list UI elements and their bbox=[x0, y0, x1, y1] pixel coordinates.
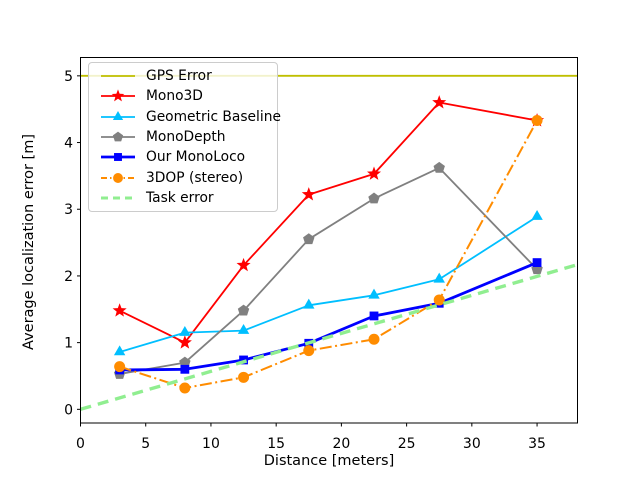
triangle-marker bbox=[113, 345, 126, 356]
square-marker bbox=[180, 364, 190, 374]
x-tick-label: 35 bbox=[528, 436, 546, 452]
pentagon-marker bbox=[112, 131, 124, 142]
x-tick-label: 0 bbox=[76, 436, 85, 452]
legend-label: 3DOP (stereo) bbox=[146, 169, 244, 186]
triangle-marker bbox=[531, 209, 543, 220]
legend-entry: Mono3D bbox=[99, 86, 271, 106]
series-3dop-stereo- bbox=[114, 115, 543, 394]
legend-entry: 3DOP (stereo) bbox=[99, 168, 271, 188]
plot-spines bbox=[80, 57, 578, 424]
legend-sample bbox=[101, 153, 135, 162]
pentagon-marker bbox=[433, 161, 445, 173]
y-tick-label: 5 bbox=[64, 69, 73, 85]
triangle-marker bbox=[237, 324, 250, 334]
circle-marker bbox=[113, 172, 123, 183]
legend-sample bbox=[101, 172, 135, 183]
legend-entry: MonoDepth bbox=[99, 127, 271, 147]
legend-entry: Task error bbox=[99, 188, 271, 208]
legend-label: Mono3D bbox=[146, 88, 203, 105]
x-axis-label: Distance [meters] bbox=[264, 453, 395, 469]
circle-marker bbox=[368, 333, 380, 345]
legend: GPS Error Mono3D Geometric Baseline MonoDep… bbox=[88, 62, 281, 212]
triangle-marker bbox=[179, 326, 191, 336]
x-tick-label: 30 bbox=[463, 436, 481, 452]
legend-entry: GPS Error bbox=[99, 66, 271, 86]
x-tick-label: 10 bbox=[202, 436, 220, 452]
legend-sample bbox=[101, 196, 135, 200]
triangle-marker bbox=[303, 298, 315, 309]
star-marker bbox=[236, 257, 251, 272]
pentagon-marker bbox=[179, 356, 191, 368]
triangle-marker bbox=[368, 288, 380, 299]
star-marker bbox=[366, 166, 382, 180]
legend-sample bbox=[101, 110, 135, 120]
circle-marker bbox=[238, 371, 250, 383]
y-tick-label: 4 bbox=[64, 136, 73, 152]
plot-border bbox=[80, 57, 578, 424]
legend-label: GPS Error bbox=[146, 68, 212, 85]
star-marker bbox=[432, 95, 447, 109]
triangle-marker bbox=[433, 272, 445, 283]
legend-entry: Our MonoLoco bbox=[99, 147, 271, 167]
legend-label: Our MonoLoco bbox=[146, 149, 246, 166]
square-marker bbox=[532, 258, 542, 267]
legend-sample bbox=[101, 131, 135, 142]
y-tick-label: 3 bbox=[64, 202, 73, 218]
circle-marker bbox=[531, 115, 543, 127]
square-marker bbox=[369, 311, 379, 321]
series-our-monoloco bbox=[115, 258, 542, 375]
series-task-error bbox=[80, 262, 578, 411]
y-tick-label: 2 bbox=[64, 269, 73, 285]
circle-marker bbox=[433, 294, 445, 306]
pentagon-marker bbox=[368, 192, 380, 204]
star-marker bbox=[111, 89, 125, 102]
series-geometric-baseline bbox=[113, 209, 543, 356]
square-marker bbox=[239, 355, 248, 365]
series-line bbox=[80, 262, 578, 411]
star-marker bbox=[112, 303, 127, 317]
triangle-marker bbox=[112, 110, 124, 120]
legend-entry: Geometric Baseline bbox=[99, 107, 281, 127]
square-marker bbox=[114, 153, 122, 162]
legend-label: Geometric Baseline bbox=[146, 108, 281, 125]
x-tick-label: 20 bbox=[332, 436, 350, 452]
chart-series bbox=[80, 74, 578, 411]
circle-marker bbox=[303, 345, 315, 357]
y-tick-label: 0 bbox=[64, 402, 73, 418]
legend-sample bbox=[101, 89, 135, 102]
axis-ticks: 0 5 10 15 20 25 30 35 0 1 2 3 4 5 bbox=[64, 69, 546, 452]
x-tick-label: 25 bbox=[398, 436, 416, 452]
legend-label: Task error bbox=[146, 189, 214, 206]
x-tick-label: 15 bbox=[267, 436, 285, 452]
star-marker bbox=[177, 335, 192, 349]
pentagon-marker bbox=[237, 304, 250, 316]
y-tick-label: 1 bbox=[64, 336, 73, 352]
series-line bbox=[119, 261, 538, 372]
x-tick-label: 5 bbox=[141, 436, 150, 452]
y-axis-label: Average localization error [m] bbox=[21, 134, 37, 350]
legend-sample bbox=[101, 75, 135, 78]
circle-marker bbox=[179, 382, 191, 394]
legend-label: MonoDepth bbox=[146, 128, 226, 145]
pentagon-marker bbox=[303, 233, 315, 245]
star-marker bbox=[301, 187, 316, 201]
circle-marker bbox=[114, 361, 126, 373]
